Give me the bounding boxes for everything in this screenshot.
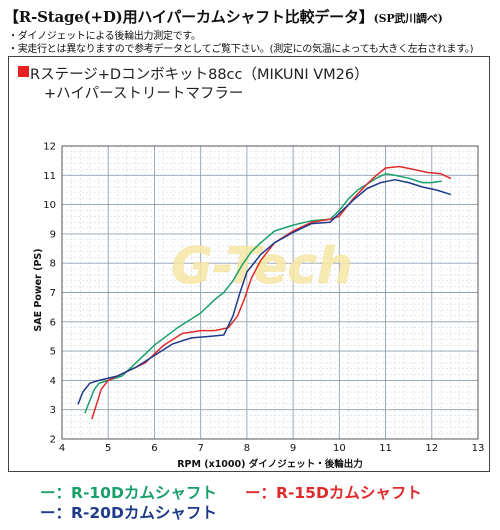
legend-label: R-20Dカムシャフト: [71, 504, 217, 522]
y-tick-label: 10: [43, 200, 56, 211]
legend-item-r10d: ー：R-10Dカムシャフト: [40, 481, 217, 503]
x-tick-label: 9: [290, 443, 296, 454]
legend-label: R-15Dカムシャフト: [276, 484, 422, 502]
y-tick-labels: 2 3 4 5 6 7 8 9 10 11 12: [43, 142, 56, 446]
legend: ー：R-10Dカムシャフト ー：R-15Dカムシャフト ー：R-20Dカムシャフ…: [0, 476, 500, 526]
chart-subtitle-line1: Rステージ+Dコンボキット88cc（MIKUNI VM26）: [30, 67, 369, 83]
x-tick-labels: 4 5 6 7 8 9 10 11 12 13: [59, 443, 485, 454]
x-tick-label: 7: [197, 443, 203, 454]
x-tick-label: 10: [333, 443, 346, 454]
source-credit: (SP武川調べ): [373, 12, 443, 25]
series-line-3: [77, 178, 452, 405]
y-tick-label: 6: [50, 317, 56, 328]
x-tick-label: 8: [244, 443, 250, 454]
plot-area-border: [61, 145, 479, 440]
y-tick-label: 2: [50, 435, 56, 446]
chart-frame: [8, 56, 490, 472]
legend-label: R-10Dカムシャフト: [71, 484, 217, 502]
x-tick-label: 4: [59, 443, 65, 454]
y-tick-label: 5: [50, 347, 56, 358]
y-axis-label: SAE Power (PS): [33, 248, 44, 331]
x-tick-label: 11: [379, 443, 392, 454]
x-tick-label: 6: [151, 443, 157, 454]
x-tick-label: 12: [425, 443, 438, 454]
legend-item-r20d: ー：R-20Dカムシャフト: [40, 501, 217, 523]
note-measurement: ・ダイノジェットによる後輪出力測定です。: [8, 31, 201, 42]
y-tick-label: 9: [50, 229, 56, 240]
y-tick-label: 11: [43, 171, 56, 182]
chart-subtitle-line2: +ハイパーストリートマフラー: [44, 86, 244, 102]
note-disclaimer: ・実走行とは異なりますので参考データとしてご覧下さい。(測定にの気温によっても大…: [8, 44, 474, 55]
y-tick-label: 7: [50, 288, 56, 299]
grid-lines: [61, 145, 479, 440]
series-line-1: [84, 173, 442, 414]
title-text: 【R-Stage(+D)用ハイパーカムシャフト比較データ】: [4, 8, 374, 26]
x-tick-label: 13: [472, 443, 485, 454]
y-tick-label: 12: [43, 142, 56, 153]
series-lines: [77, 165, 452, 420]
page-title: 【R-Stage(+D)用ハイパーカムシャフト比較データ】(SP武川調べ): [4, 6, 443, 27]
red-square-marker: [18, 66, 29, 77]
y-tick-label: 4: [50, 376, 56, 387]
y-tick-label: 8: [50, 259, 56, 270]
x-axis-label: RPM (x1000) ダイノジェット・後輪出力: [177, 458, 363, 470]
y-tick-label: 3: [50, 405, 56, 416]
legend-dash: ー：: [40, 484, 72, 502]
legend-item-r15d: ー：R-15Dカムシャフト: [245, 481, 422, 503]
x-tick-label: 5: [105, 443, 111, 454]
legend-dash: ー：: [245, 484, 277, 502]
gtech-watermark: G-Tech: [171, 237, 352, 295]
legend-dash: ー：: [40, 504, 72, 522]
